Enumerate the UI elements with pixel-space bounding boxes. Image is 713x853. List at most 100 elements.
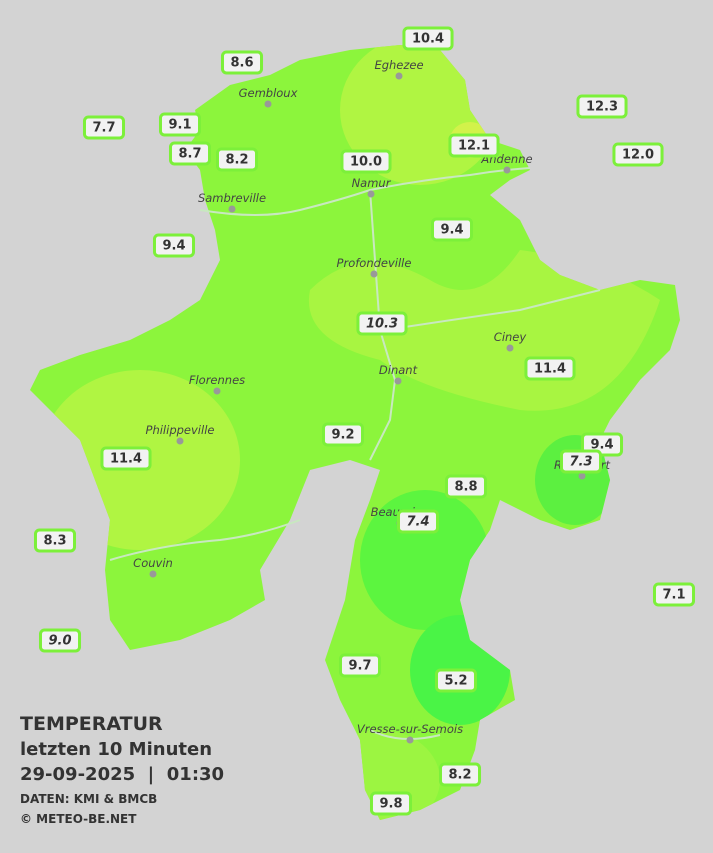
station: 7.1	[652, 582, 696, 607]
station-value: 7.4	[406, 515, 429, 530]
station-box	[369, 791, 413, 816]
station: 8.8	[444, 474, 488, 499]
city-dot	[176, 437, 184, 445]
station-value: 7.1	[662, 588, 685, 603]
station: 12.1	[448, 133, 500, 158]
station-value: 12.3	[586, 100, 618, 115]
station: 11.4	[524, 356, 576, 381]
station-box	[82, 115, 126, 140]
city-label: Vresse-sur-Semois	[357, 722, 463, 736]
station-value: 8.3	[43, 534, 66, 549]
station-value: 9.2	[331, 428, 354, 443]
station-box	[448, 133, 500, 158]
station: 7.7	[82, 115, 126, 140]
station-value: 9.1	[168, 118, 191, 133]
city-label: Profondeville	[337, 256, 412, 270]
source: DATEN: KMI & BMCB	[20, 792, 157, 806]
station-value: 8.8	[454, 480, 477, 495]
city-label: Eghezee	[374, 58, 423, 72]
station-value: 11.4	[110, 452, 142, 467]
station: 7.3	[559, 449, 603, 474]
station: 9.4	[152, 233, 196, 258]
city-dot	[506, 344, 514, 352]
city-dot	[264, 100, 272, 108]
city-dot	[395, 72, 403, 80]
timestamp: 29-09-2025 | 01:30	[20, 764, 224, 785]
station-value: 8.2	[448, 768, 471, 783]
city-dot	[394, 377, 402, 385]
station-value: 10.4	[412, 32, 444, 47]
station-value: 5.2	[444, 674, 467, 689]
station-value: 9.4	[162, 239, 185, 254]
city-label: Namur	[352, 176, 392, 190]
station-box	[652, 582, 696, 607]
station: 11.4	[100, 446, 152, 471]
station-box	[220, 50, 264, 75]
station-box	[33, 528, 77, 553]
station-box	[38, 628, 82, 653]
city-label: Florennes	[189, 373, 245, 387]
city-dot	[406, 736, 414, 744]
station-box	[402, 26, 454, 51]
station: 5.2	[434, 668, 478, 693]
city-label: Philippeville	[146, 423, 215, 437]
city-dot	[370, 270, 378, 278]
station-box	[100, 446, 152, 471]
station-value: 7.7	[92, 121, 115, 136]
station: 8.3	[33, 528, 77, 553]
station-value: 8.6	[230, 56, 253, 71]
station: 9.1	[158, 112, 202, 137]
period: letzten 10 Minuten	[20, 739, 212, 760]
station: 7.4	[396, 509, 440, 534]
station-box	[158, 112, 202, 137]
station-value: 9.0	[48, 634, 71, 649]
station-box	[340, 149, 392, 174]
station-box	[430, 217, 474, 242]
station-box	[168, 141, 212, 166]
station: 9.0	[38, 628, 82, 653]
city-dot	[503, 166, 511, 174]
station-box	[338, 653, 382, 678]
station: 12.0	[612, 142, 664, 167]
station-value: 12.1	[458, 139, 490, 154]
station: 10.4	[402, 26, 454, 51]
station-value: 10.0	[350, 155, 382, 170]
city-label: Couvin	[133, 556, 173, 570]
station-box	[438, 762, 482, 787]
station-box	[152, 233, 196, 258]
station: 10.0	[340, 149, 392, 174]
station: 8.2	[215, 147, 259, 172]
city-label: Ciney	[494, 330, 527, 344]
city-dot	[578, 472, 586, 480]
station-value: 9.4	[440, 223, 463, 238]
station-box	[321, 422, 365, 447]
station-value: 11.4	[534, 362, 566, 377]
title: TEMPERATUR	[20, 713, 163, 735]
station: 12.3	[576, 94, 628, 119]
station-box	[434, 668, 478, 693]
station-box	[356, 311, 408, 336]
station-value: 9.8	[379, 797, 402, 812]
station-value: 12.0	[622, 148, 654, 163]
city-dot	[367, 190, 375, 198]
station-value: 9.4	[590, 438, 613, 453]
station-box	[444, 474, 488, 499]
station: 8.2	[438, 762, 482, 787]
station-layer: 10.4 8.6 12.3 7.7 9.1 12.1 8.7 8.2 10.0 12.0 9.4 9.…	[33, 26, 696, 816]
station-box	[612, 142, 664, 167]
station: 9.2	[321, 422, 365, 447]
station: 10.3	[356, 311, 408, 336]
station: 9.8	[369, 791, 413, 816]
station-value: 8.7	[178, 147, 201, 162]
station-value: 7.3	[569, 455, 592, 470]
station-value: 10.3	[366, 317, 398, 332]
station-value: 9.7	[348, 659, 371, 674]
station-box	[396, 509, 440, 534]
station: 8.6	[220, 50, 264, 75]
station-box	[559, 449, 603, 474]
city-dot	[213, 387, 221, 395]
city-label: Sambreville	[198, 191, 266, 205]
station: 8.7	[168, 141, 212, 166]
city-label: Dinant	[379, 363, 418, 377]
